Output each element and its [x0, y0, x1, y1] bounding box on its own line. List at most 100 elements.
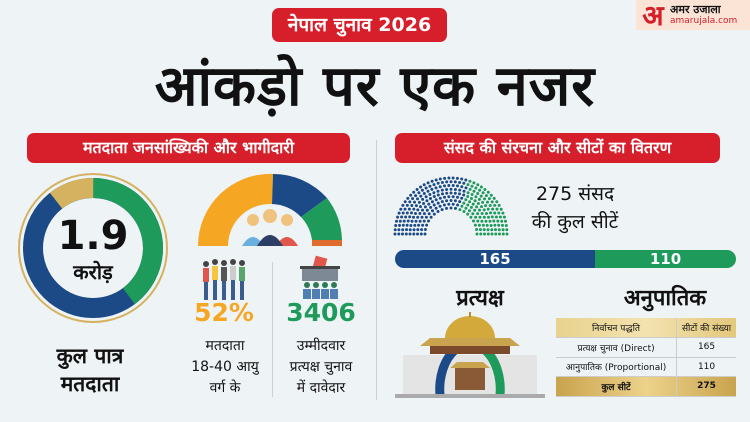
seat-direct [406, 196, 410, 200]
seat-proportional [484, 194, 488, 198]
candidates-label: उम्मीदवार प्रत्यक्ष चुनाव में दावेदार [275, 336, 367, 399]
seat-direct [429, 215, 433, 219]
seat-direct [420, 188, 424, 192]
label-line: 275 संसद [535, 183, 615, 205]
seat-proportional [482, 208, 486, 212]
table-cell: आनुपातिक (Proportional) [556, 357, 677, 377]
seat-direct [449, 187, 453, 191]
seat-direct [422, 192, 426, 195]
seat-direct [414, 212, 417, 215]
seat-direct [451, 195, 455, 199]
seat-direct [449, 191, 453, 195]
total-seats-text: 275 संसद की कुल सीटें [515, 180, 635, 236]
seat-direct [436, 193, 440, 197]
seat-proportional [473, 223, 477, 227]
seat-direct [423, 228, 427, 231]
seat-direct [424, 195, 428, 199]
seat-direct [455, 176, 459, 180]
seat-direct [445, 191, 449, 195]
seat-proportional [466, 191, 470, 195]
seat-direct [393, 232, 397, 236]
seat-direct [432, 212, 436, 216]
seat-direct [406, 219, 410, 223]
seat-direct [451, 184, 455, 187]
seat-direct [458, 192, 461, 196]
seat-proportional [490, 232, 494, 236]
label-line: में दावेदार [296, 380, 346, 396]
seat-proportional [489, 224, 493, 227]
section-divider [376, 140, 377, 400]
seat-direct [412, 232, 416, 236]
proportional-label: अनुपातिक [623, 286, 707, 311]
seat-proportional [486, 228, 490, 232]
seat-proportional [473, 199, 477, 203]
seat-proportional [501, 228, 505, 232]
seat-proportional [466, 203, 470, 207]
seat-proportional [476, 183, 480, 187]
seat-direct [445, 180, 449, 184]
gold-ring [18, 173, 168, 323]
seat-direct [393, 228, 397, 232]
table-total-row: कुल सीटें 275 [556, 376, 736, 397]
seat-direct [426, 189, 430, 193]
seat-direct [456, 203, 460, 207]
seat-direct [416, 232, 419, 236]
voter-donut-chart [18, 173, 168, 323]
seat-proportional [483, 232, 486, 236]
seat-proportional [500, 219, 504, 223]
total-voters-value: 1.9 [57, 213, 129, 259]
label-line: प्रत्यक्ष चुनाव [289, 359, 353, 375]
seat-proportional [492, 196, 496, 200]
seat-proportional [482, 228, 486, 232]
seat-direct [415, 188, 419, 191]
divider [272, 262, 273, 397]
blue-segment [272, 173, 327, 217]
amar-ujala-logo[interactable]: अ अमर उजाला amarujala.com [636, 0, 750, 32]
table-row: आनुपातिक (Proportional) 110 [556, 357, 736, 377]
seat-proportional [493, 211, 497, 215]
seat-direct [425, 208, 429, 212]
proportional-seats-bar: 110 [595, 250, 736, 268]
seat-proportional [476, 219, 480, 223]
seat-proportional [476, 212, 480, 216]
seat-proportional [476, 192, 480, 195]
seat-proportional [475, 228, 479, 231]
seat-direct [442, 203, 446, 207]
seat-direct [419, 185, 423, 189]
seat-direct [414, 204, 418, 208]
logo-mark: अ [642, 0, 664, 32]
logo-name: अमर उजाला [670, 3, 721, 16]
seat-direct [398, 223, 401, 227]
seat-direct [440, 188, 444, 192]
seat-direct [397, 228, 401, 232]
seat-direct [423, 232, 427, 236]
seat-direct [401, 211, 405, 215]
seat-direct [409, 224, 413, 227]
seat-direct [451, 202, 455, 206]
seat-proportional [501, 211, 505, 215]
seat-direct [401, 228, 405, 232]
seat-direct [403, 200, 407, 204]
seat-proportional [479, 194, 483, 198]
seat-direct [407, 207, 411, 211]
seat-direct [398, 219, 402, 223]
seat-direct [402, 219, 406, 223]
page-title: आंकड़ो पर एक नजर [154, 54, 596, 119]
seat-direct [401, 232, 404, 236]
seat-proportional [468, 209, 471, 213]
seat-direct [410, 219, 414, 223]
parliament-section-heading: संसद की संरचना और सीटों का वितरण [395, 133, 720, 163]
seat-direct [401, 223, 405, 227]
seat-direct [412, 215, 415, 219]
seat-proportional [486, 207, 490, 211]
seat-direct [404, 232, 408, 236]
seat-direct [413, 223, 417, 227]
seat-direct [397, 211, 401, 215]
seat-direct [425, 223, 429, 227]
seat-proportional [480, 212, 484, 215]
seat-proportional [502, 215, 506, 219]
seat-proportional [464, 198, 468, 202]
seat-direct [440, 208, 444, 212]
seat-proportional [468, 200, 472, 204]
seat-direct [449, 180, 453, 184]
